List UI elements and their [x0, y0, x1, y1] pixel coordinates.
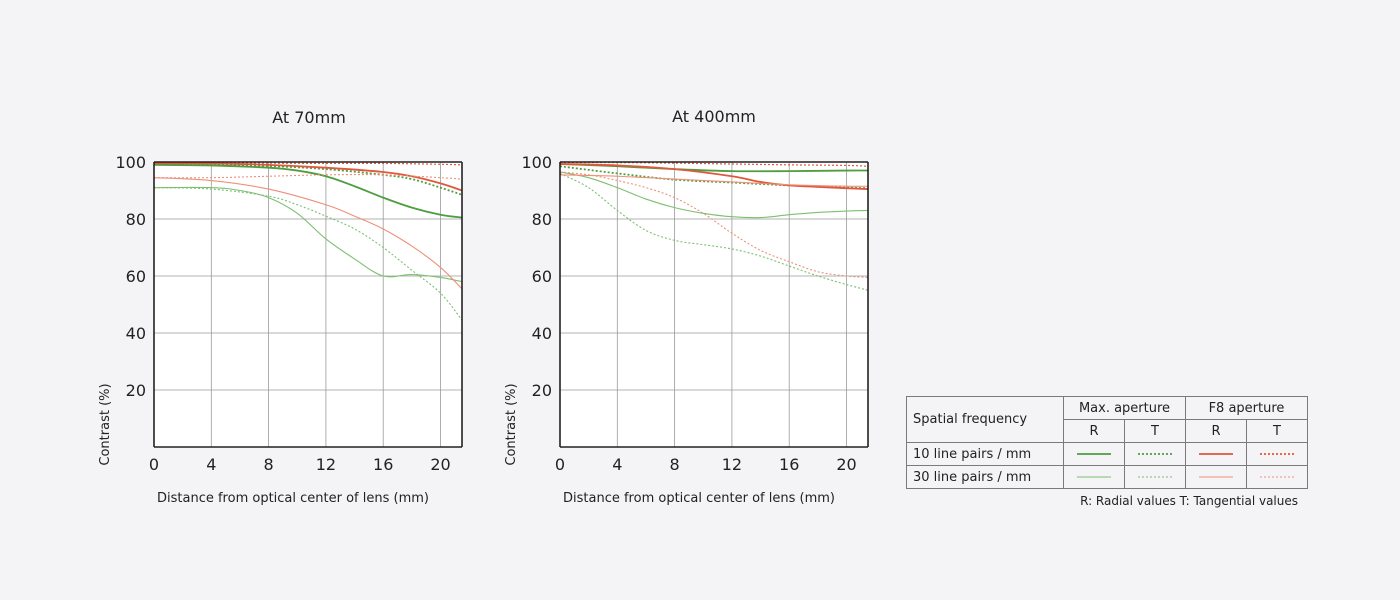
x-tick-label: 20 — [430, 455, 450, 474]
series-line — [559, 171, 869, 219]
row-10-label: 10 line pairs / mm — [906, 442, 1064, 466]
x-axis-label: Distance from optical center of lens (mm… — [563, 491, 835, 506]
series-line — [153, 174, 463, 180]
chart-1: 0 4 8 12 16 20 20 40 60 80 100 At 70mm Distance from… — [98, 108, 463, 506]
max-r-header: R — [1063, 419, 1125, 443]
chart-2: 0 4 8 12 16 20 20 40 60 80 100 At 400mm Distance fro… — [504, 107, 869, 506]
plot-area — [560, 162, 868, 447]
x-tick-label: 0 — [555, 455, 565, 474]
y-tick-label: 100 — [115, 153, 146, 172]
series-line — [559, 174, 869, 187]
y-tick-label: 20 — [532, 381, 552, 400]
legend-swatch-30-max-t — [1124, 465, 1186, 489]
x-tick-label: 12 — [722, 455, 742, 474]
max-t-header: T — [1124, 419, 1186, 443]
legend-swatch-10-f8-r — [1185, 442, 1247, 466]
x-tick-label: 4 — [206, 455, 216, 474]
f8-aperture-header: F8 aperture — [1185, 396, 1308, 420]
series-line — [153, 187, 463, 321]
series-line — [153, 162, 463, 192]
x-tick-label: 8 — [264, 455, 274, 474]
x-axis-label: Distance from optical center of lens (mm… — [157, 491, 429, 506]
x-tick-label: 8 — [670, 455, 680, 474]
y-axis-label: Contrast (%) — [98, 383, 113, 465]
spatial-frequency-label: Spatial frequency — [906, 396, 1064, 443]
legend-swatch-30-max-r — [1063, 465, 1125, 489]
legend-swatch-30-f8-t — [1246, 465, 1308, 489]
x-tick-label: 0 — [149, 455, 159, 474]
legend-swatch-10-max-t — [1124, 442, 1186, 466]
plot-area — [154, 162, 462, 447]
x-tick-label: 20 — [836, 455, 856, 474]
x-tick-label: 4 — [612, 455, 622, 474]
x-tick-label: 16 — [373, 455, 393, 474]
y-tick-label: 80 — [126, 210, 146, 229]
y-tick-label: 40 — [532, 324, 552, 343]
x-tick-label: 12 — [316, 455, 336, 474]
x-tick-label: 16 — [779, 455, 799, 474]
series-line — [559, 172, 869, 291]
y-axis-label: Contrast (%) — [504, 383, 519, 465]
legend-swatch-10-f8-t — [1246, 442, 1308, 466]
y-tick-label: 100 — [521, 153, 552, 172]
series-line — [153, 177, 463, 290]
f8-r-header: R — [1185, 419, 1247, 443]
legend-swatch-30-f8-r — [1185, 465, 1247, 489]
y-tick-label: 20 — [126, 381, 146, 400]
y-tick-label: 60 — [126, 267, 146, 286]
legend-swatch-10-max-r — [1063, 442, 1125, 466]
y-tick-label: 40 — [126, 324, 146, 343]
legend-note: R: Radial values T: Tangential values — [1080, 494, 1298, 508]
series-line — [559, 163, 869, 190]
max-aperture-header: Max. aperture — [1063, 396, 1186, 420]
series-line — [153, 163, 463, 219]
legend-table: Spatial frequency Max. aperture F8 apert… — [906, 396, 1308, 489]
series-line — [153, 186, 463, 283]
chart-title: At 400mm — [672, 107, 756, 126]
f8-t-header: T — [1246, 419, 1308, 443]
y-tick-label: 80 — [532, 210, 552, 229]
chart-title: At 70mm — [272, 108, 346, 127]
series-line — [559, 165, 869, 190]
y-tick-label: 60 — [532, 267, 552, 286]
row-30-label: 30 line pairs / mm — [906, 465, 1064, 489]
